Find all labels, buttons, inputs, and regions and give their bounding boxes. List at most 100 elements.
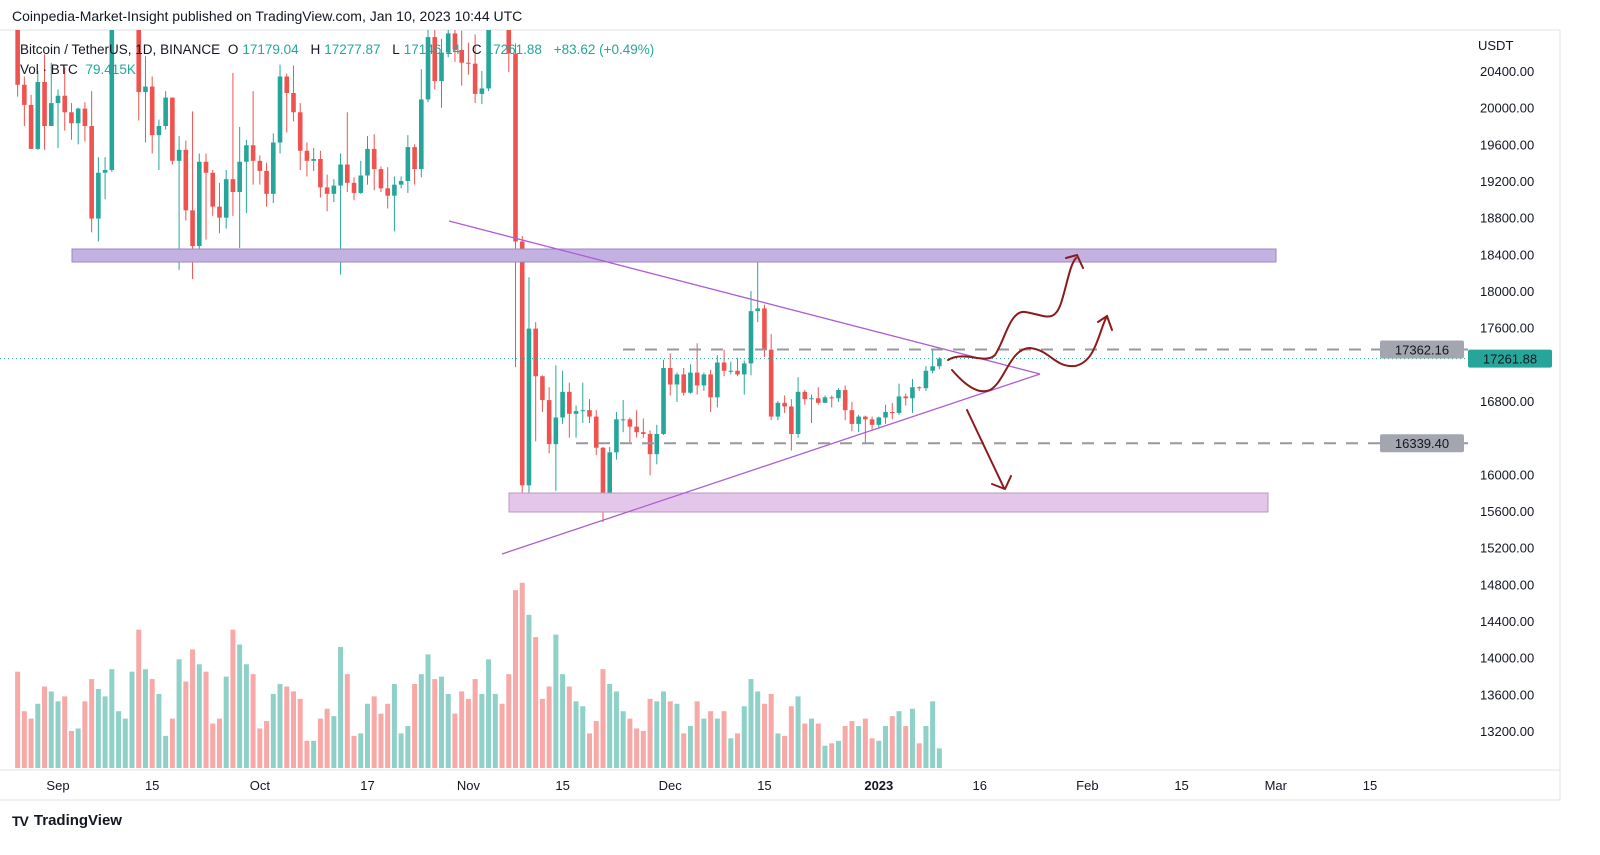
candle-body (937, 358, 942, 367)
candle-body (183, 149, 189, 211)
candle (156, 119, 162, 171)
volume-bar (580, 706, 586, 768)
candle-body (28, 104, 34, 149)
volume-series (15, 582, 942, 768)
candle-body (432, 37, 438, 82)
time-tick: Nov (457, 778, 481, 793)
candle-body (842, 390, 848, 411)
volume-bar (513, 590, 519, 768)
price-tick: 14400.00 (1480, 614, 1534, 629)
time-axis[interactable]: Sep 15 Oct 17 Nov 15 Dec 15 2023 16 Feb 15 Mar 15 (46, 778, 1377, 793)
volume-bar (405, 726, 411, 768)
candle (775, 401, 781, 421)
candle-body (728, 370, 734, 372)
candle-body (62, 95, 68, 113)
high-number: 17277.87 (324, 42, 381, 57)
price-axis[interactable]: 20400.00 20000.00 19600.00 19200.00 18800.00… (1480, 64, 1534, 739)
symbol-title[interactable]: Bitcoin / TetherUS, 1D, BINANCE (20, 42, 221, 57)
candle (493, 0, 498, 9)
candle-body (371, 148, 377, 170)
candle (69, 103, 74, 140)
candle (378, 166, 384, 193)
horizontal-levels (0, 348, 1468, 445)
volume-bar (472, 679, 478, 768)
candle (863, 415, 868, 445)
candle (15, 30, 20, 97)
time-tick: Oct (250, 778, 271, 793)
volume-label[interactable]: Vol · BTC (20, 62, 78, 77)
volume-bar (250, 674, 256, 768)
candle-body (627, 419, 633, 427)
candle (102, 157, 108, 200)
candle-body (506, 30, 512, 54)
volume-bar (156, 693, 162, 768)
volume-bar (607, 684, 613, 768)
candle (392, 176, 397, 232)
candle (782, 395, 787, 413)
candle (903, 393, 909, 406)
volume-bar (432, 679, 438, 768)
candle-body (567, 391, 572, 414)
volume-bar (55, 701, 61, 768)
candle-body (270, 142, 276, 194)
volume-bar (755, 691, 761, 768)
candle (304, 142, 310, 177)
candle (217, 182, 222, 234)
candle-body (519, 241, 525, 486)
candle-body (331, 185, 337, 194)
candle (143, 56, 148, 143)
candle-body (755, 308, 761, 312)
volume-bar (728, 738, 734, 768)
volume-bar (95, 688, 101, 768)
volume-bar (116, 711, 122, 768)
volume-bar (338, 646, 344, 768)
candle-body (479, 88, 485, 94)
ascending-trendline[interactable] (501, 373, 1041, 555)
candle-body (170, 97, 175, 161)
candle-body (89, 126, 94, 219)
arrowhead-bearish (991, 475, 1012, 491)
price-tick: 16800.00 (1480, 394, 1534, 409)
volume-bar (883, 726, 889, 768)
volume-bar (75, 728, 81, 768)
volume-bar (358, 733, 364, 768)
candle-body (741, 363, 747, 375)
volume-bar (499, 703, 505, 768)
high-value: H 17277.87 (310, 42, 384, 57)
candle (869, 416, 875, 430)
candle-body (654, 434, 660, 455)
candle (876, 416, 882, 429)
candle-body (748, 311, 754, 364)
volume-bar (600, 669, 606, 768)
resistance-zone[interactable] (71, 248, 1277, 263)
candle-body (163, 97, 168, 127)
volume-bar (304, 740, 310, 768)
candle (223, 170, 229, 229)
volume-bar (284, 686, 290, 768)
candle (371, 134, 377, 191)
candle (176, 136, 182, 270)
tradingview-footer[interactable]: TV TradingView (12, 812, 122, 829)
candle (506, 30, 512, 72)
candle (297, 103, 303, 171)
volume-bar (149, 679, 155, 768)
candle (560, 370, 565, 424)
candle-body (903, 396, 909, 399)
volume-bar (661, 691, 667, 768)
volume-bar (28, 718, 34, 768)
volume-bar (68, 730, 74, 768)
candle (22, 76, 27, 127)
candle-body (883, 412, 888, 418)
time-tick: Mar (1265, 778, 1288, 793)
bearish-arrow (966, 409, 1005, 489)
candle (715, 355, 720, 408)
volume-bar (351, 735, 357, 768)
volume-bar (230, 629, 236, 768)
candle (519, 236, 525, 512)
volume-bar (21, 711, 27, 768)
candle (836, 388, 841, 402)
candle-body (493, 0, 498, 2)
candle-body (587, 410, 592, 417)
support-zone[interactable] (508, 492, 1269, 513)
